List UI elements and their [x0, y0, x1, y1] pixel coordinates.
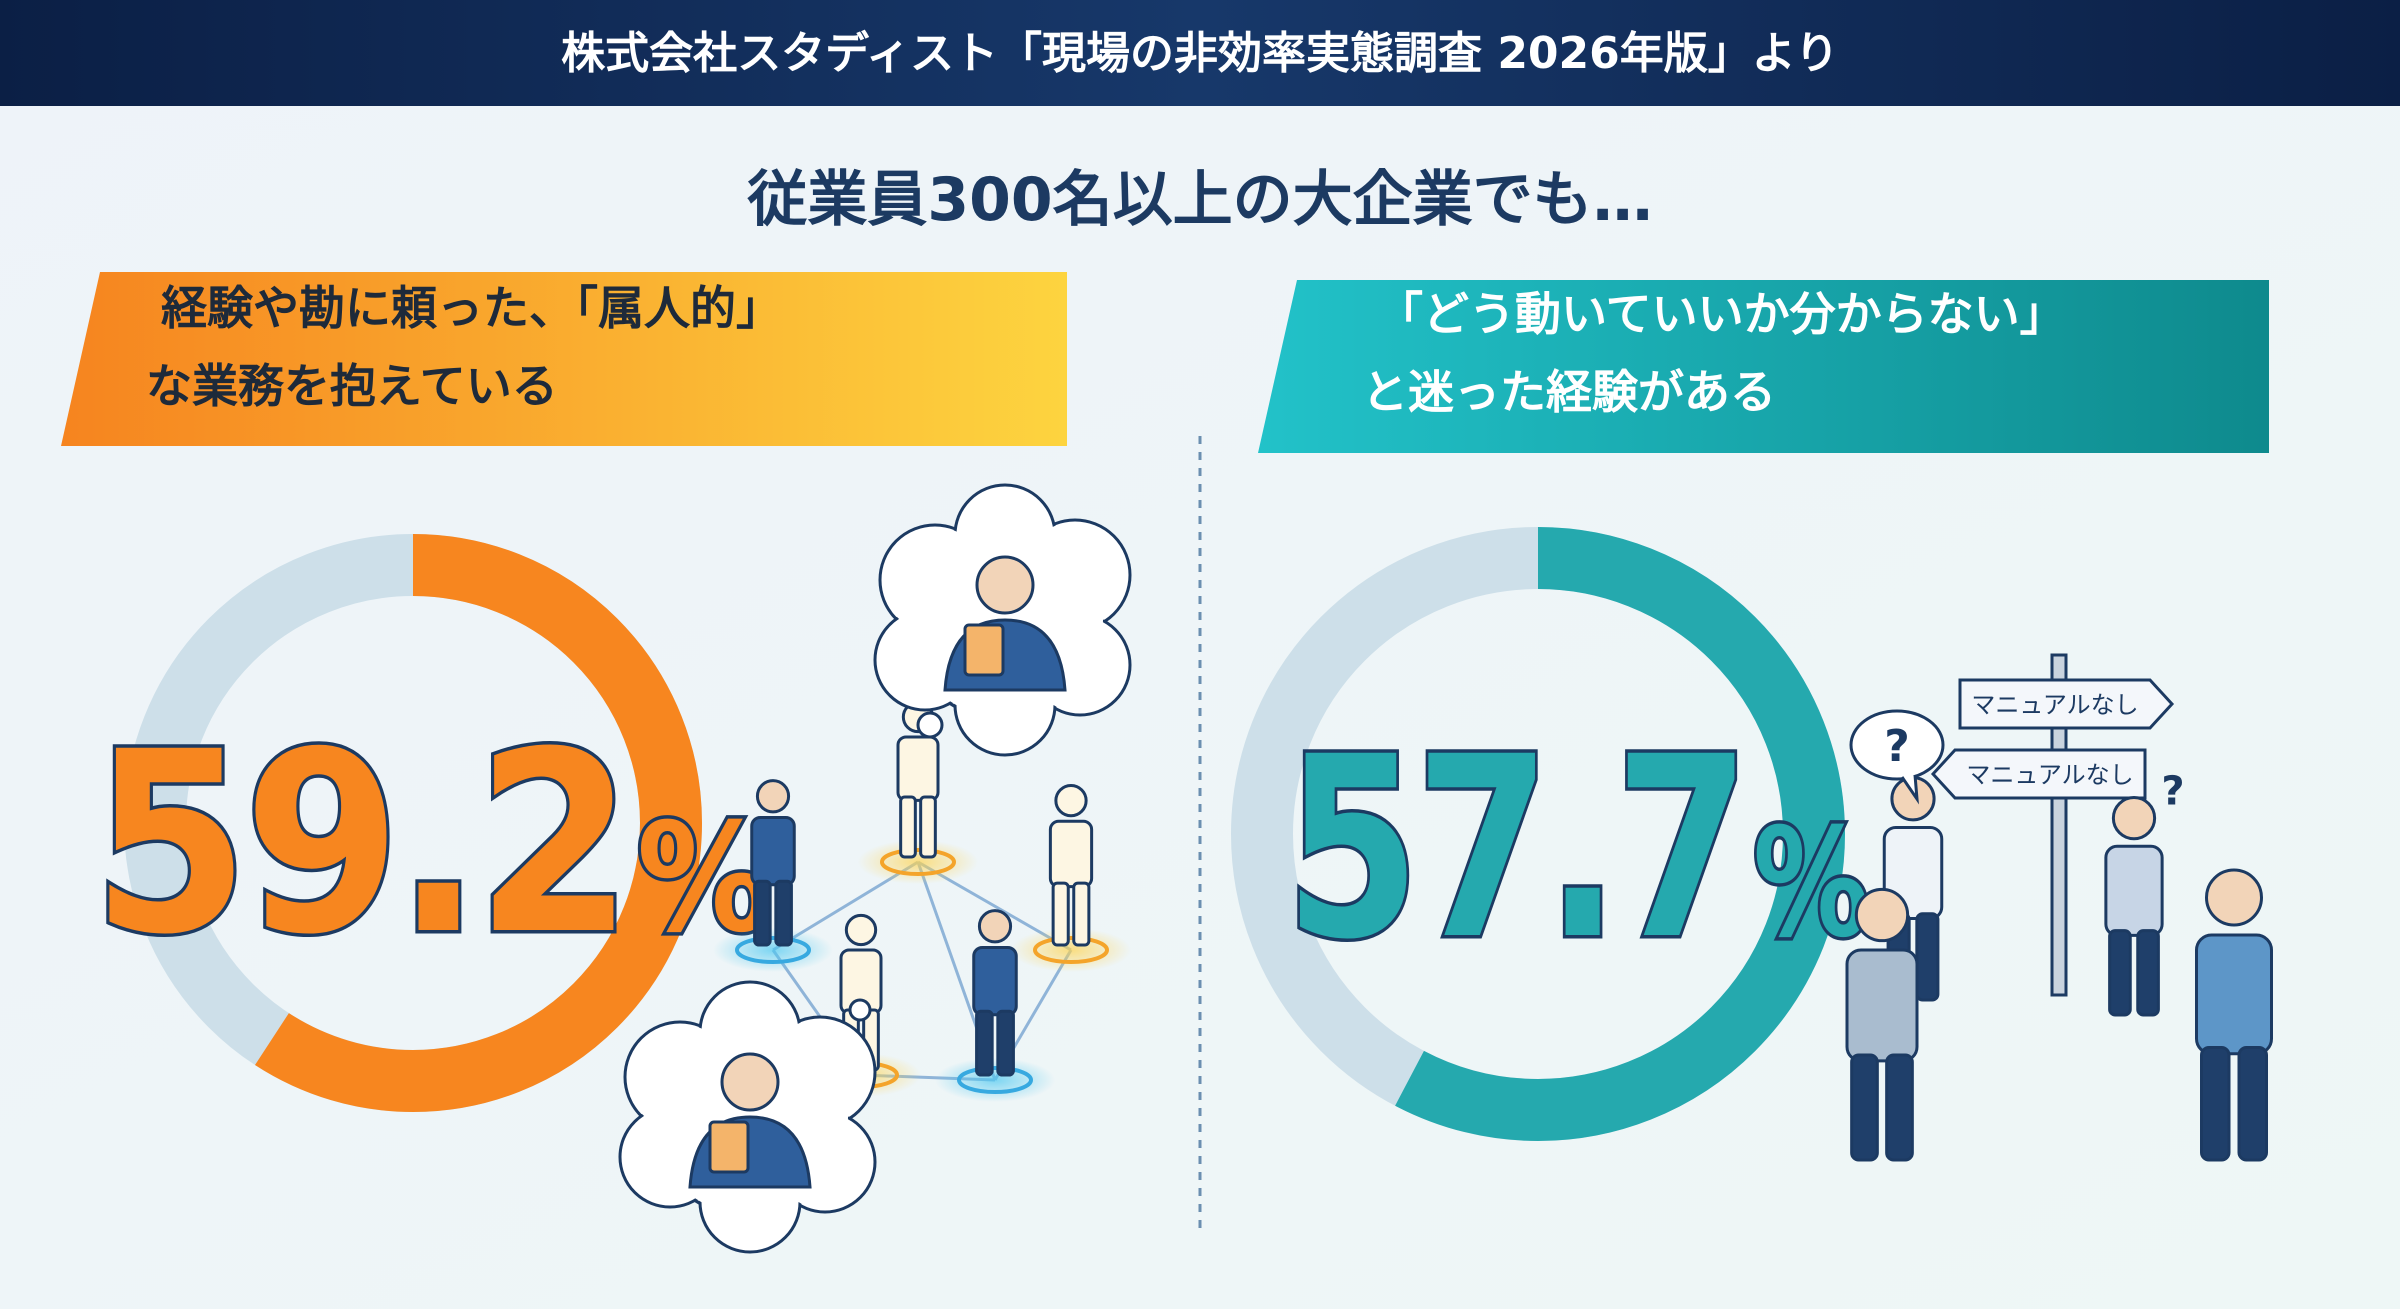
person [1048, 784, 1094, 947]
thought-dot [848, 998, 872, 1022]
leg [975, 1009, 994, 1077]
person [1845, 887, 1919, 1162]
value-label: 59.2% [92, 698, 769, 989]
node-glow [858, 840, 978, 884]
head [2205, 868, 2263, 927]
leg [1915, 912, 1940, 1002]
leg [2237, 1046, 2268, 1162]
head [2111, 796, 2157, 841]
banner [61, 272, 1067, 446]
node-ring [735, 936, 811, 964]
headline: 従業員300名以上の大企業でも… [746, 165, 1652, 235]
leg [753, 879, 772, 947]
question-mark: ? [2161, 768, 2184, 814]
torso [750, 816, 796, 887]
thought-fill [957, 487, 1053, 583]
torso [972, 946, 1018, 1017]
node-glow [935, 1058, 1055, 1102]
leg [2136, 929, 2160, 1017]
sign-text: マニュアルなし [1971, 691, 2138, 719]
person [2195, 868, 2273, 1162]
value-label: 57.7% [1285, 703, 1866, 994]
donut-arc [1231, 527, 1845, 1141]
leg [1885, 1053, 1914, 1162]
node-ring [957, 1066, 1033, 1094]
question-mark: ? [1884, 721, 1910, 772]
node-glow [713, 928, 833, 972]
torso [2104, 844, 2164, 937]
sign-board [1958, 678, 2175, 730]
node-ring [880, 848, 956, 876]
leg [2200, 1046, 2231, 1162]
clipboard [708, 1120, 750, 1174]
person [972, 909, 1018, 1077]
sign-text: マニュアルなし [1966, 761, 2133, 789]
sign-pole [2050, 653, 2068, 997]
person [750, 779, 796, 947]
torso [1048, 819, 1094, 889]
leg [2108, 929, 2132, 1017]
leg [1051, 881, 1070, 947]
head [977, 909, 1013, 944]
torso [2195, 933, 2273, 1056]
node-glow [1011, 928, 1131, 972]
head [844, 913, 878, 947]
node-ring [1033, 936, 1109, 964]
person [2104, 796, 2164, 1017]
sign-board [1930, 748, 2147, 800]
speech-bubble [1849, 709, 1945, 781]
leg [899, 795, 917, 859]
banner-title: 経験や勘に頼った、「属人的」 [161, 281, 782, 335]
head [1854, 887, 1910, 943]
header-title: 株式会社スタディスト「現場の非効率実態調査 2026年版」より [561, 28, 1839, 79]
clipboard [963, 623, 1005, 677]
leg [996, 1009, 1015, 1077]
leg [919, 795, 937, 859]
banner [1258, 280, 2269, 453]
head [975, 555, 1035, 615]
leg [1850, 1053, 1879, 1162]
torso [896, 735, 940, 802]
torso [1845, 948, 1919, 1063]
leg [1072, 881, 1091, 947]
donut-arc [124, 534, 702, 1112]
speech-tail [1900, 774, 1919, 805]
header-bar [0, 0, 2400, 106]
leg [774, 879, 793, 947]
thought-dot [916, 711, 944, 739]
thought-fill [702, 984, 798, 1080]
banner-title: 「どう動いていいか分からない」 [1377, 287, 2066, 341]
head [755, 779, 791, 814]
banner-title: と迷った経験がある [1362, 365, 1776, 419]
head [1054, 784, 1088, 818]
head [720, 1052, 780, 1112]
banner-title: な業務を抱えている [146, 359, 558, 413]
